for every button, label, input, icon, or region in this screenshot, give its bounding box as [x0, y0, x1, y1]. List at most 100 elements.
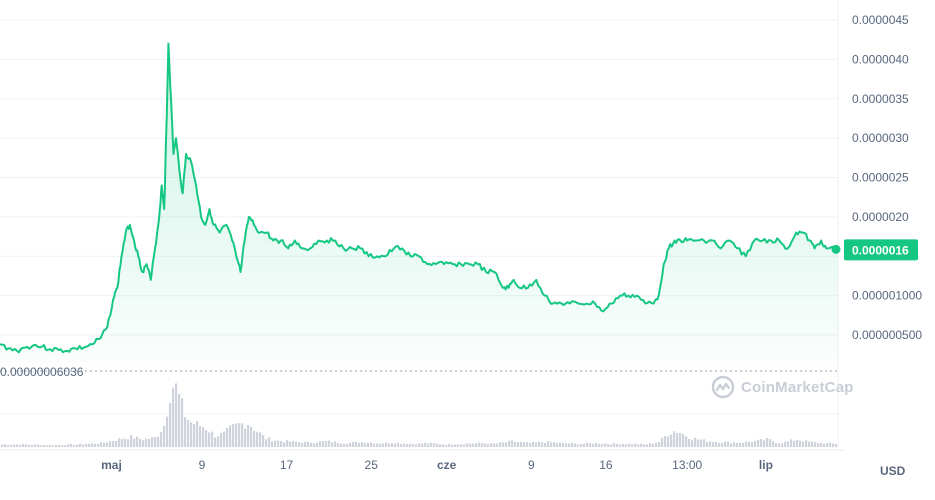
- volume-bar: [106, 442, 109, 447]
- volume-bar: [334, 441, 337, 447]
- volume-bar: [76, 444, 79, 447]
- volume-bar: [505, 442, 508, 447]
- volume-bar: [529, 443, 532, 447]
- volume-bar: [49, 444, 52, 447]
- volume-bar: [220, 433, 223, 447]
- volume-bar: [733, 442, 736, 447]
- volume-bar: [700, 439, 703, 447]
- volume-bar: [721, 442, 724, 447]
- volume-bar: [265, 439, 268, 447]
- y-tick-label: 0.0000025: [852, 171, 909, 185]
- volume-bar: [103, 442, 106, 447]
- volume-bar: [751, 442, 754, 447]
- volume-bar: [349, 442, 352, 447]
- volume-bar: [676, 432, 679, 447]
- volume-bar: [598, 443, 601, 447]
- volume-bar: [562, 442, 565, 447]
- volume-bar: [784, 441, 787, 447]
- volume-bar: [799, 440, 802, 447]
- price-area-fill: [0, 43, 838, 362]
- price-area: [0, 42, 839, 362]
- volume-bar: [568, 443, 571, 447]
- volume-bar: [616, 443, 619, 447]
- volume-bar: [7, 444, 10, 447]
- volume-bar: [142, 440, 145, 447]
- volume-bar: [67, 444, 70, 447]
- volume-bar: [118, 438, 121, 447]
- volume-bar: [364, 443, 367, 447]
- volume-bar: [775, 442, 778, 447]
- volume-bar: [370, 442, 373, 447]
- volume-bar: [685, 436, 688, 447]
- volume-bar: [25, 444, 28, 447]
- volume-bar: [715, 441, 718, 447]
- volume-bar: [40, 445, 43, 447]
- coinmarketcap-logo-icon: [711, 375, 735, 399]
- volume-bar: [478, 442, 481, 447]
- volume-bar: [73, 444, 76, 447]
- volume-bar: [649, 443, 652, 447]
- coinmarketcap-watermark: CoinMarketCap: [711, 375, 854, 399]
- volume-bar: [763, 440, 766, 447]
- volume-bar: [523, 442, 526, 447]
- y-tick-label: 0.0000045: [852, 13, 909, 27]
- volume-bar: [211, 431, 214, 447]
- x-tick-label: maj: [101, 458, 122, 472]
- volume-bar: [382, 443, 385, 447]
- volume-bar: [223, 431, 226, 447]
- volume-bar: [409, 443, 412, 447]
- volume-bar: [328, 440, 331, 447]
- volume-bar: [688, 438, 691, 447]
- volume-bar: [454, 444, 457, 447]
- volume-bar: [544, 442, 547, 447]
- volume-bar: [550, 442, 553, 447]
- volume-bar: [130, 434, 133, 447]
- volume-bar: [619, 444, 622, 447]
- volume-bar: [322, 441, 325, 447]
- volume-bar: [694, 437, 697, 447]
- currency-label[interactable]: USD: [880, 464, 906, 478]
- volume-bar: [520, 441, 523, 447]
- volume-bar: [739, 442, 742, 447]
- x-tick-label: 16: [599, 458, 613, 472]
- volume-bar: [91, 443, 94, 447]
- volume-bar: [679, 433, 682, 447]
- volume-bar: [712, 442, 715, 447]
- volume-bar: [754, 440, 757, 447]
- volume-bar: [37, 444, 40, 447]
- volume-bar: [511, 440, 514, 447]
- volume-bar: [43, 444, 46, 447]
- volume-bar: [100, 442, 103, 447]
- volume-bar: [259, 432, 262, 447]
- y-tick-label: 0.0000040: [852, 52, 909, 66]
- volume-bar: [310, 443, 313, 447]
- volume-bar: [820, 442, 823, 447]
- volume-bar: [307, 441, 310, 447]
- volume-bar: [148, 438, 151, 447]
- volume-bar: [826, 443, 829, 447]
- volume-bar: [184, 416, 187, 447]
- volume-bar: [517, 441, 520, 447]
- volume-bar: [472, 443, 475, 447]
- volume-bar: [778, 443, 781, 447]
- volume-bar: [655, 442, 658, 447]
- volume-bar: [94, 443, 97, 447]
- volume-bar: [604, 443, 607, 447]
- volume-bar: [490, 443, 493, 447]
- current-price-label: 0.0000016: [852, 243, 909, 257]
- x-tick-label: 13:00: [672, 458, 702, 472]
- volume-bar: [232, 424, 235, 447]
- volume-bar: [124, 438, 127, 447]
- volume-bar: [790, 439, 793, 447]
- volume-bar: [832, 443, 835, 447]
- volume-bar: [247, 424, 250, 447]
- volume-bar: [136, 436, 139, 447]
- volume-bar: [271, 441, 274, 447]
- volume-bar: [229, 425, 232, 447]
- volume-bar: [133, 438, 136, 447]
- volume-bar: [289, 441, 292, 447]
- volume-bar: [547, 441, 550, 447]
- min-price-label: 0.00000006036: [0, 365, 84, 379]
- volume-bar: [742, 442, 745, 447]
